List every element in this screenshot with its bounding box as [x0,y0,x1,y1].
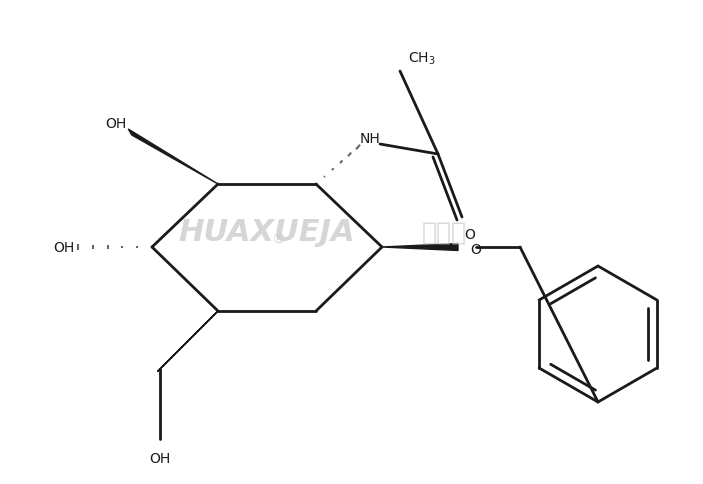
Text: O: O [470,242,481,257]
Polygon shape [157,311,218,372]
Polygon shape [128,130,218,184]
Text: HUAXUEJA: HUAXUEJA [179,218,356,247]
Text: 化学加: 化学加 [422,220,467,244]
Text: ®: ® [271,232,285,246]
Text: OH: OH [149,451,171,465]
Text: CH$_3$: CH$_3$ [408,50,436,67]
Text: OH: OH [105,117,126,131]
Text: O: O [464,227,475,242]
Text: OH: OH [53,241,74,255]
Polygon shape [382,244,458,251]
Text: NH: NH [360,132,381,146]
